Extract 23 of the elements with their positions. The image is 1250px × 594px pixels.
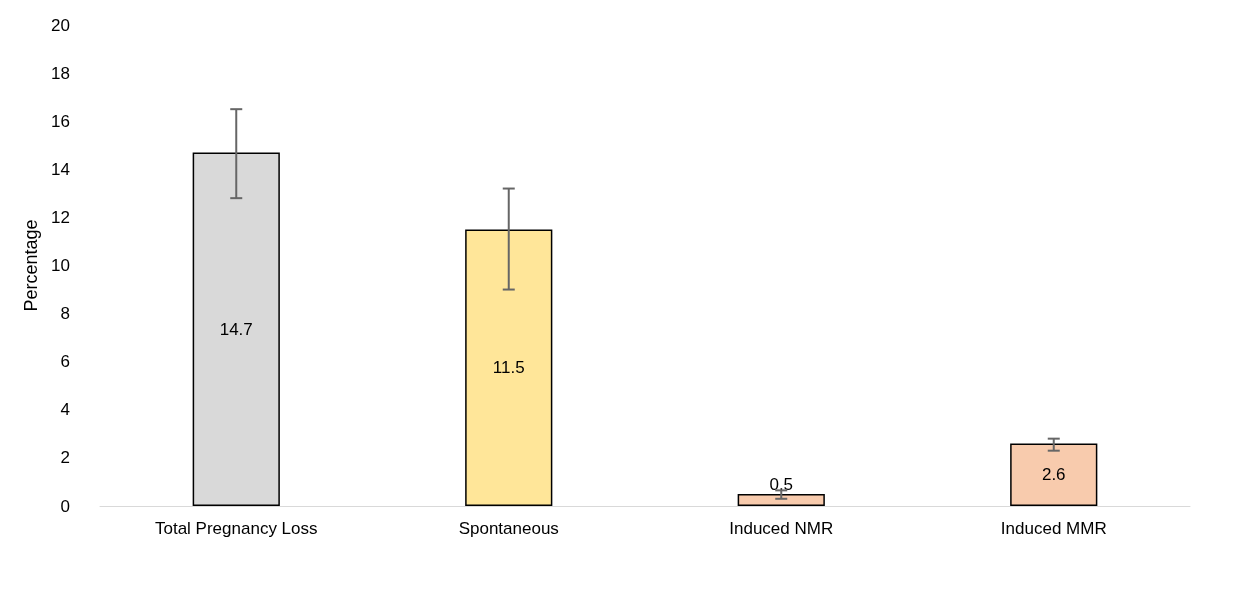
y-tick-label: 2 (60, 448, 70, 468)
x-tick-label: Spontaneous (458, 519, 559, 538)
y-tick-label: 8 (60, 304, 70, 324)
data-label: 11.5 (492, 358, 525, 378)
y-axis-title: Percentage (21, 219, 42, 312)
y-tick-label: 14 (51, 159, 70, 179)
bar (737, 493, 825, 506)
y-tick-label: 20 (51, 15, 70, 35)
y-tick-label: 0 (60, 496, 70, 516)
data-label: 2.6 (1041, 465, 1066, 485)
y-tick-label: 6 (60, 352, 70, 372)
y-tick-label: 10 (51, 256, 70, 275)
bar (465, 229, 553, 506)
y-tick-label: 18 (51, 63, 70, 83)
x-tick-label: Total Pregnancy Loss (154, 519, 318, 538)
y-tick-label: 16 (51, 111, 70, 131)
data-label: 14.7 (219, 319, 253, 339)
data-label: 0.5 (769, 474, 794, 494)
y-tick-label: 4 (60, 400, 70, 420)
y-tick-label: 12 (51, 207, 70, 227)
bar (1010, 443, 1098, 506)
x-tick-label: Induced MMR (1000, 519, 1107, 538)
x-tick-label: Induced NMR (729, 519, 834, 538)
